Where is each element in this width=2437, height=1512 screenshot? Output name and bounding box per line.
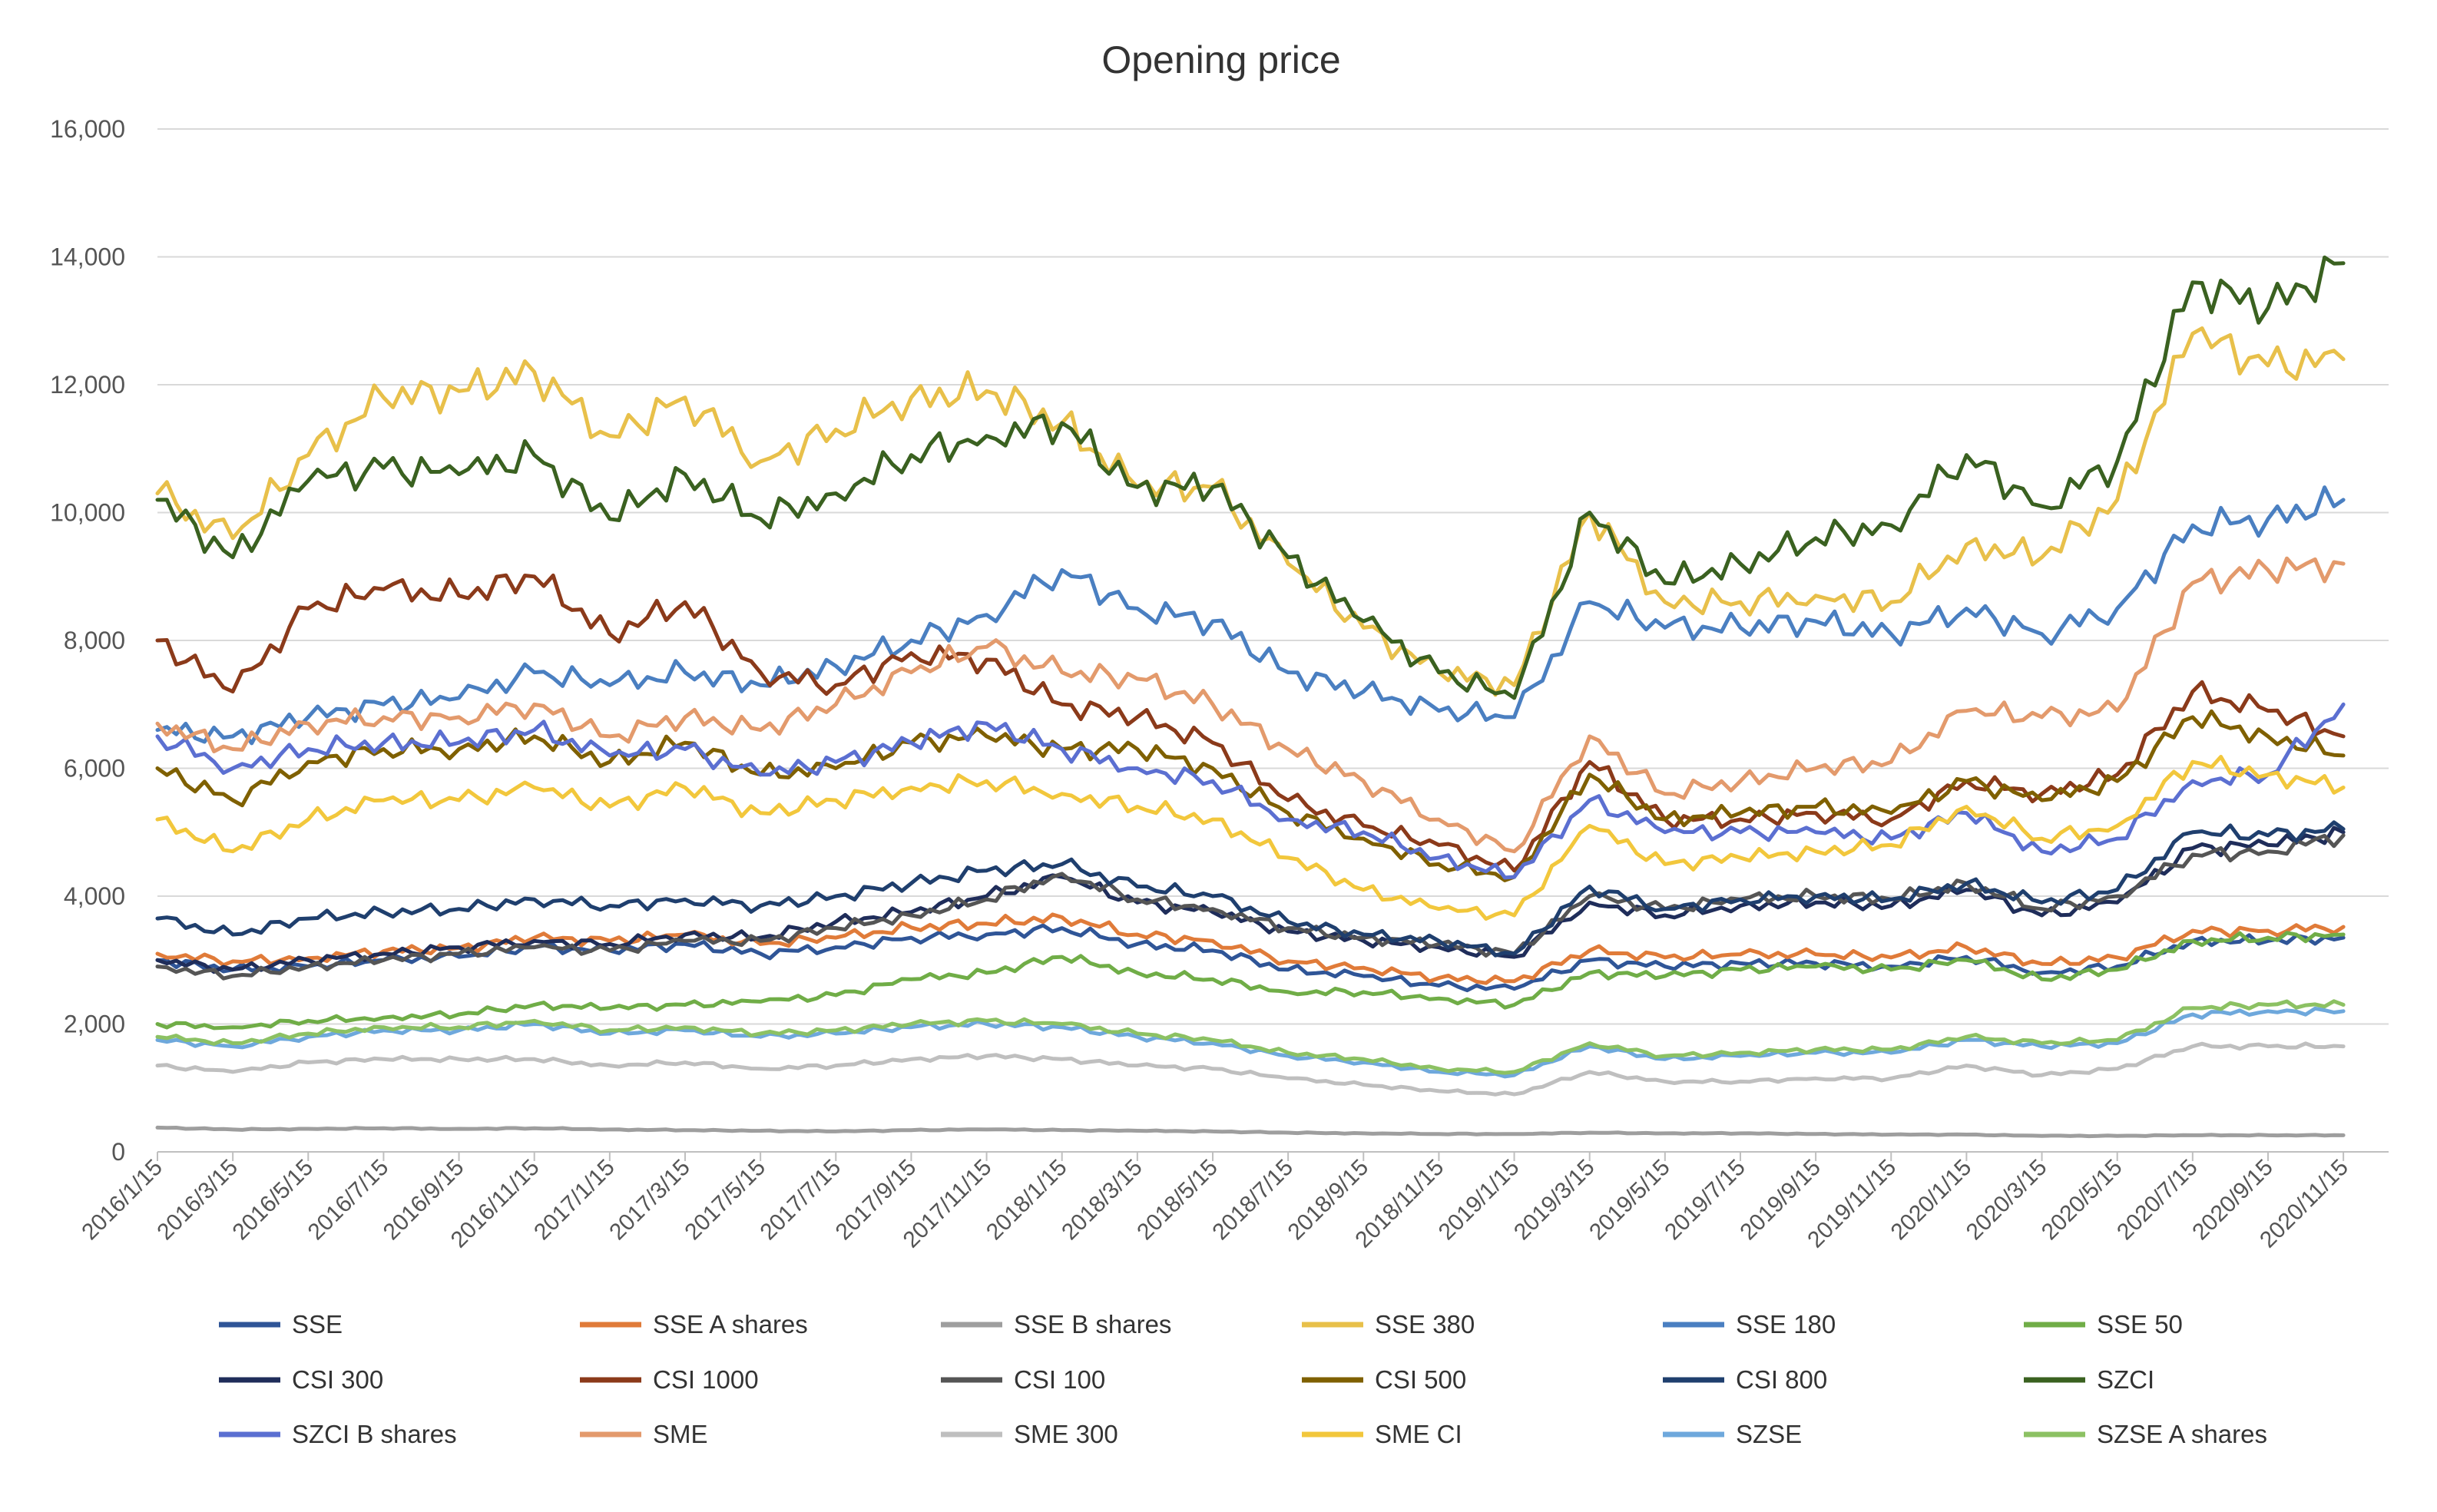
y-tick-label: 12,000 <box>50 371 125 399</box>
legend-label: SSE <box>292 1310 343 1338</box>
x-tick-label: 2018/1/15 <box>982 1155 1072 1246</box>
series-line <box>155 999 2346 1075</box>
x-tick-label: 2020/3/15 <box>1962 1155 2052 1246</box>
x-tick-label: 2020/5/15 <box>2037 1155 2127 1246</box>
series-line <box>155 755 2346 921</box>
y-tick-label: 14,000 <box>50 243 125 271</box>
x-tick-label: 2019/3/15 <box>1509 1155 1600 1246</box>
legend-label: SSE 380 <box>1375 1310 1475 1338</box>
x-tick-label: 2017/5/15 <box>680 1155 770 1246</box>
y-tick-label: 8,000 <box>64 627 125 654</box>
x-tick-label: 2017/3/15 <box>604 1155 695 1246</box>
x-tick-label: 2019/7/15 <box>1660 1155 1750 1246</box>
series-line <box>155 702 2346 880</box>
series-line <box>155 833 2346 981</box>
x-tick-label: 2019/5/15 <box>1584 1155 1675 1246</box>
x-tick-label: 2018/5/15 <box>1132 1155 1223 1246</box>
legend-label: SZSE <box>1736 1420 1802 1448</box>
legend-label: SME CI <box>1375 1420 1462 1448</box>
y-tick-label: 16,000 <box>50 115 125 143</box>
x-tick-label: 2019/1/15 <box>1434 1155 1525 1246</box>
legend-label: SSE B shares <box>1014 1310 1171 1338</box>
x-tick-label: 2016/1/15 <box>77 1155 167 1246</box>
legend: SSE SSE A shares SSE B shares SSE 380 SSE 18… <box>219 1310 2267 1448</box>
legend-label: CSI 100 <box>1014 1365 1105 1394</box>
x-tick-label: 2016/3/15 <box>152 1155 243 1246</box>
series-line <box>155 912 2346 985</box>
x-tick-label: 2020/7/15 <box>2112 1155 2203 1246</box>
series-line <box>155 931 2346 1031</box>
x-tick-label: 2016/5/15 <box>228 1155 319 1246</box>
y-tick-label: 6,000 <box>64 755 125 782</box>
series-line <box>155 573 2346 873</box>
y-tick-label: 2,000 <box>64 1011 125 1038</box>
series-line <box>155 485 2346 746</box>
series-line <box>155 1125 2346 1139</box>
legend-label: CSI 500 <box>1375 1365 1466 1394</box>
legend-label: CSI 1000 <box>653 1365 759 1394</box>
legend-label: SZSE A shares <box>2097 1420 2267 1448</box>
x-axis-ticks: 2016/1/152016/3/152016/5/152016/7/152016… <box>77 1152 2353 1253</box>
chart-title: Opening price <box>1101 38 1340 81</box>
x-tick-label: 2017/1/15 <box>529 1155 620 1246</box>
x-tick-label: 2016/7/15 <box>303 1155 394 1246</box>
series-line <box>155 255 2346 700</box>
legend-label: SSE A shares <box>653 1310 808 1338</box>
legend-label: SSE 180 <box>1736 1310 1836 1338</box>
x-tick-label: 2017/7/15 <box>756 1155 846 1246</box>
y-tick-label: 10,000 <box>50 499 125 527</box>
series-lines <box>155 255 2346 1139</box>
x-tick-label: 2018/7/15 <box>1207 1155 1298 1246</box>
y-axis-ticks: 0 2,000 4,000 6,000 8,000 10,000 12,000 14,000 1… <box>50 115 125 1166</box>
legend-label: CSI 800 <box>1736 1365 1827 1394</box>
legend-label: SSE 50 <box>2097 1310 2183 1338</box>
series-line <box>155 1041 2346 1097</box>
legend-label: SZCI <box>2097 1365 2154 1394</box>
legend-label: CSI 300 <box>292 1365 383 1394</box>
x-tick-label: 2020/1/15 <box>1886 1155 1977 1246</box>
legend-label: SME <box>653 1420 708 1448</box>
y-tick-label: 0 <box>111 1138 125 1166</box>
x-tick-label: 2018/3/15 <box>1057 1155 1147 1246</box>
series-line <box>155 709 2346 882</box>
legend-label: SME 300 <box>1014 1420 1118 1448</box>
series-line <box>155 820 2346 958</box>
y-tick-label: 4,000 <box>64 882 125 910</box>
series-line <box>155 556 2346 854</box>
legend-label: SZCI B shares <box>292 1420 457 1448</box>
